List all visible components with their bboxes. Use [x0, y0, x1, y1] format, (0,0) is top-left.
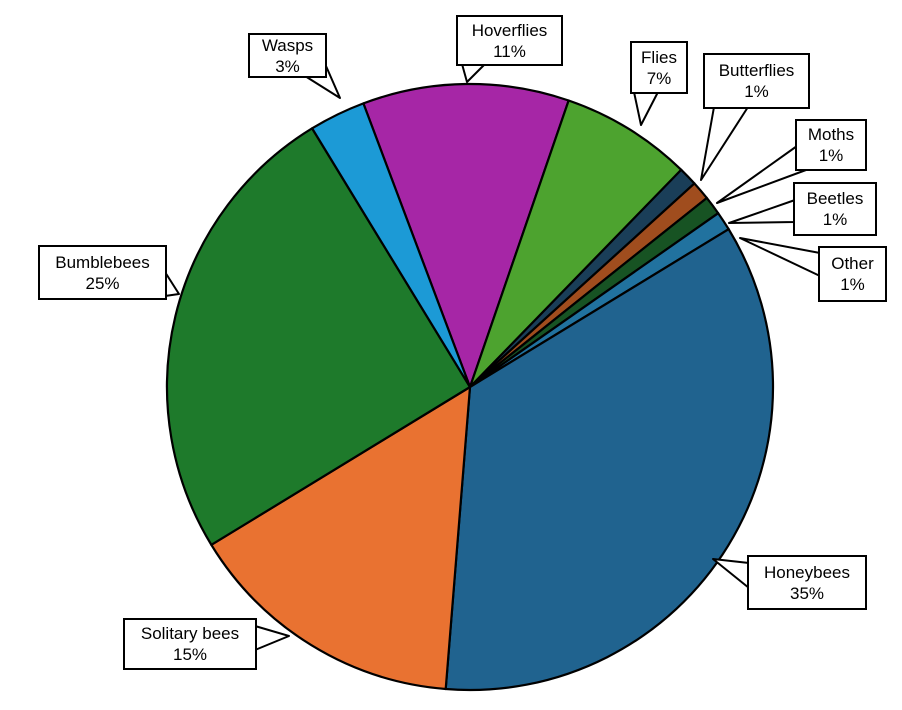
slice-label: Solitary bees — [140, 624, 240, 643]
slice-label: Butterflies — [718, 61, 795, 80]
label-callout-wasps: Wasps 3% — [248, 33, 327, 78]
label-callout-hoverflies: Hoverflies 11% — [456, 15, 563, 66]
slice-percent: 1% — [840, 275, 865, 294]
slice-label: Wasps — [261, 35, 314, 55]
slice-label: Moths — [807, 125, 855, 144]
slice-percent: 35% — [789, 583, 825, 603]
slice-label: Other — [831, 254, 874, 273]
pie-slice-hoverflies[interactable] — [362, 82, 570, 389]
pie-slice-wasps[interactable] — [311, 102, 472, 389]
slice-percent: 1% — [822, 210, 848, 229]
slice-percent: 3% — [275, 56, 300, 76]
pie-slice-bumblebees[interactable] — [165, 127, 472, 546]
label-callout-butterflies: Butterflies 1% — [703, 53, 810, 109]
slice-percent: 1% — [818, 146, 844, 165]
label-callout-beetles: Beetles 1% — [793, 182, 877, 236]
label-callout-solitary-bees: Solitary bees 15% — [123, 618, 257, 670]
label-callout-flies: Flies 7% — [630, 41, 688, 94]
label-callout-honeybees: Honeybees 35% — [747, 555, 867, 610]
slice-label: Hoverflies — [471, 20, 548, 40]
slice-percent: 7% — [646, 68, 672, 88]
slice-percent: 15% — [172, 645, 208, 664]
slice-label: Bumblebees — [55, 252, 150, 272]
slice-label: Honeybees — [763, 562, 850, 582]
label-callout-moths: Moths 1% — [795, 119, 867, 171]
slice-percent: 25% — [85, 273, 120, 293]
pie-slice-flies[interactable] — [468, 99, 683, 389]
label-callout-bumblebees: Bumblebees 25% — [38, 245, 167, 300]
pie-slice-honeybees[interactable] — [444, 228, 775, 692]
pie-slice-solitary-bees[interactable] — [210, 385, 472, 691]
slice-label: Flies — [641, 47, 677, 67]
slice-percent: 1% — [744, 82, 769, 101]
slice-percent: 11% — [493, 41, 526, 61]
slice-label: Beetles — [806, 189, 864, 208]
label-callout-other: Other 1% — [818, 246, 887, 302]
